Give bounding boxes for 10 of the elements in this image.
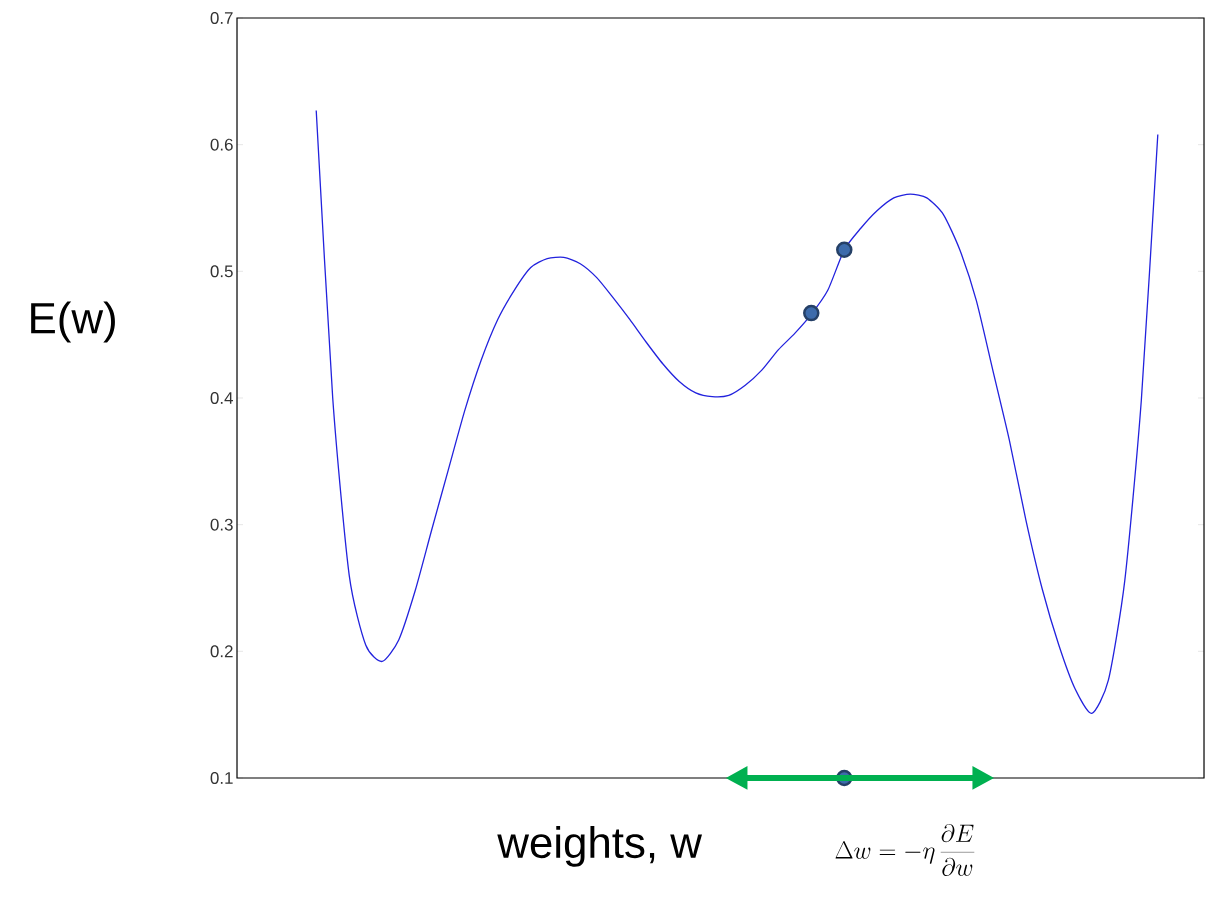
text: $\Delta w = -\eta \, \frac{\partial E}{\partial w}$ <box>835 823 975 876</box>
y-tick-label: 0.2 <box>210 645 233 658</box>
y-tick-label: 0.1 <box>210 771 233 784</box>
y-tick-label: 0.5 <box>210 265 233 278</box>
x-axis-title: weights, w <box>497 825 703 867</box>
y-tick-label: 0.4 <box>210 391 233 404</box>
y-tick-label: 0.6 <box>210 138 233 151</box>
y-tick-label: 0.7 <box>210 11 233 24</box>
y-tick-label: 0.3 <box>210 518 233 531</box>
y-axis-title: E(w) <box>31 301 115 343</box>
